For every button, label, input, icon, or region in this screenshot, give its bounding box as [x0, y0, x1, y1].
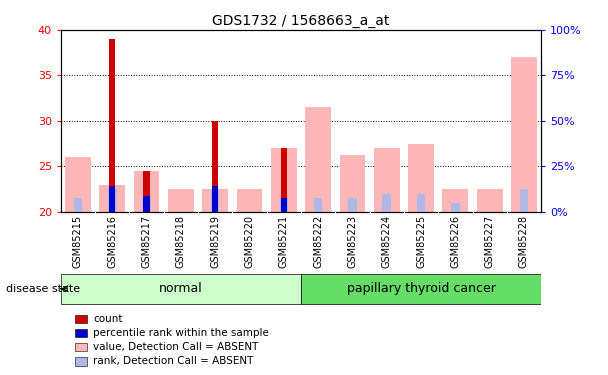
Text: GSM85217: GSM85217 — [142, 215, 151, 268]
Text: GSM85220: GSM85220 — [244, 215, 255, 268]
Bar — [451, 203, 460, 212]
Text: rank, Detection Call = ABSENT: rank, Detection Call = ABSENT — [94, 356, 254, 366]
Bar — [237, 189, 263, 212]
Bar — [281, 198, 287, 212]
Bar — [339, 154, 365, 212]
Bar — [271, 148, 297, 212]
Bar — [305, 107, 331, 212]
Text: papillary thyroid cancer: papillary thyroid cancer — [347, 282, 496, 295]
Bar — [314, 198, 322, 212]
Bar — [75, 357, 87, 366]
Text: count: count — [94, 314, 123, 324]
Bar — [348, 198, 357, 212]
Text: GSM85221: GSM85221 — [279, 215, 289, 268]
Text: percentile rank within the sample: percentile rank within the sample — [94, 328, 269, 338]
Text: normal: normal — [159, 282, 202, 295]
Bar — [75, 315, 87, 323]
Text: GSM85227: GSM85227 — [485, 215, 495, 268]
Bar — [416, 194, 426, 212]
Bar — [134, 171, 159, 212]
FancyBboxPatch shape — [61, 274, 301, 304]
Bar — [212, 186, 218, 212]
Text: value, Detection Call = ABSENT: value, Detection Call = ABSENT — [94, 342, 259, 352]
Bar — [382, 194, 391, 212]
Bar — [99, 184, 125, 212]
Text: GSM85225: GSM85225 — [416, 215, 426, 268]
Text: GSM85223: GSM85223 — [347, 215, 358, 268]
Bar — [109, 39, 116, 212]
Text: GSM85218: GSM85218 — [176, 215, 186, 268]
Bar — [65, 158, 91, 212]
Bar — [520, 189, 528, 212]
Bar — [143, 196, 150, 212]
Bar — [211, 189, 219, 212]
Bar — [74, 198, 82, 212]
Text: GSM85228: GSM85228 — [519, 215, 529, 268]
Text: GSM85216: GSM85216 — [107, 215, 117, 268]
Bar — [108, 189, 117, 212]
Bar — [374, 148, 399, 212]
Bar — [408, 144, 434, 212]
Bar — [202, 189, 228, 212]
Text: GSM85222: GSM85222 — [313, 215, 323, 268]
Text: GSM85226: GSM85226 — [451, 215, 460, 268]
Text: GSM85219: GSM85219 — [210, 215, 220, 268]
Bar — [75, 328, 87, 338]
Bar — [142, 198, 151, 212]
Bar — [280, 198, 288, 212]
Bar — [168, 189, 194, 212]
Bar — [477, 189, 503, 212]
Bar — [511, 57, 537, 212]
Bar — [212, 121, 218, 212]
Bar — [75, 343, 87, 351]
Bar — [109, 186, 116, 212]
Title: GDS1732 / 1568663_a_at: GDS1732 / 1568663_a_at — [212, 13, 390, 28]
Text: disease state: disease state — [6, 284, 80, 294]
Text: GSM85215: GSM85215 — [73, 215, 83, 268]
Bar — [443, 189, 468, 212]
Bar — [281, 148, 287, 212]
FancyBboxPatch shape — [301, 274, 541, 304]
Text: GSM85224: GSM85224 — [382, 215, 392, 268]
Bar — [143, 171, 150, 212]
